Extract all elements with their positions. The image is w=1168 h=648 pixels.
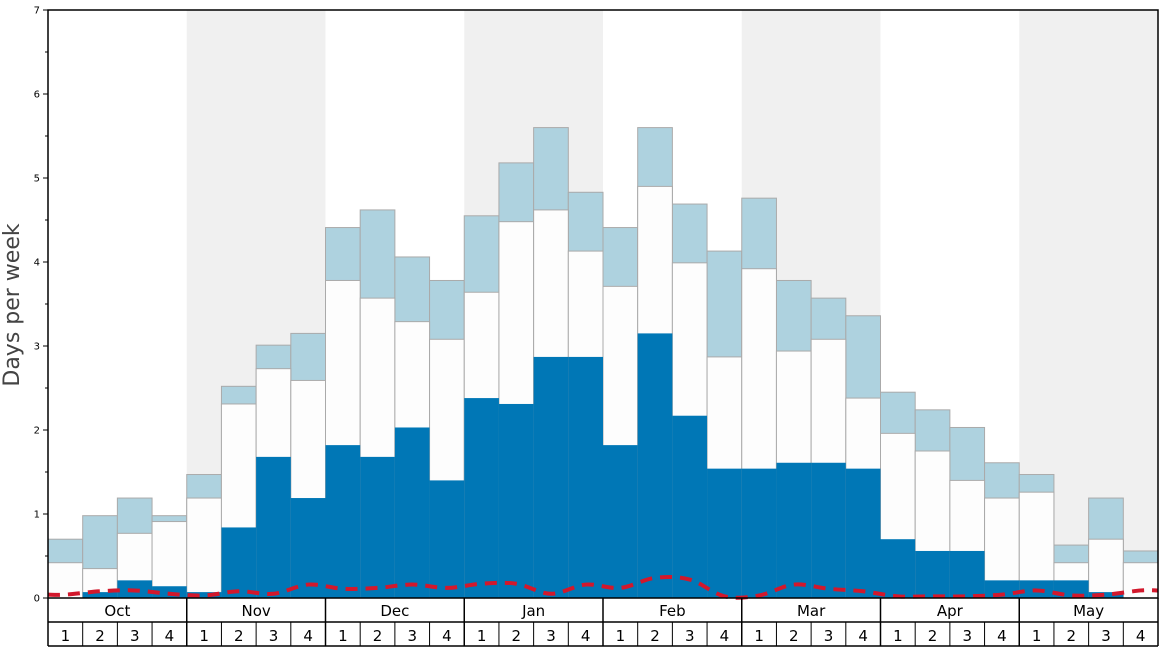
lower-bar-5 bbox=[186, 592, 222, 598]
lower-bar-20 bbox=[707, 468, 742, 598]
middle-bar-32 bbox=[1122, 562, 1159, 599]
week-label: 4 bbox=[165, 627, 175, 645]
lower-bar-7 bbox=[256, 456, 291, 598]
week-label: 4 bbox=[858, 627, 868, 645]
lower-bar-18 bbox=[637, 333, 673, 598]
week-label: 4 bbox=[442, 627, 452, 645]
lower-bar-21 bbox=[741, 468, 777, 598]
month-label-oct: Oct bbox=[104, 602, 130, 620]
bars bbox=[47, 127, 1159, 599]
week-label: 3 bbox=[962, 627, 972, 645]
lower-bar-25 bbox=[880, 539, 916, 598]
week-label: 3 bbox=[269, 627, 279, 645]
week-label: 2 bbox=[95, 627, 105, 645]
axes: 0 1 2 3 4 5 6 7 Oct Nov Dec Jan Feb Mar Apr May 1 2 3 4 1 2 3 4… bbox=[34, 6, 1159, 647]
week-label: 2 bbox=[234, 627, 244, 645]
week-label: 3 bbox=[824, 627, 834, 645]
month-label-dec: Dec bbox=[380, 602, 409, 620]
week-label: 1 bbox=[754, 627, 764, 645]
lower-bar-26 bbox=[915, 550, 950, 598]
lower-bar-31 bbox=[1088, 592, 1124, 598]
lower-bar-6 bbox=[221, 527, 257, 598]
lower-bar-16 bbox=[568, 356, 603, 598]
y-tick-label: 0 bbox=[34, 594, 40, 605]
y-tick-label: 4 bbox=[34, 258, 40, 269]
week-label: 1 bbox=[61, 627, 71, 645]
week-label: 1 bbox=[616, 627, 626, 645]
week-label: 4 bbox=[581, 627, 591, 645]
week-label: 2 bbox=[373, 627, 383, 645]
month-label-may: May bbox=[1073, 602, 1104, 620]
middle-bar-31 bbox=[1088, 538, 1124, 599]
month-label-mar: Mar bbox=[797, 602, 826, 620]
lower-bar-10 bbox=[360, 456, 395, 598]
lower-bar-11 bbox=[394, 427, 430, 598]
week-label: 4 bbox=[997, 627, 1007, 645]
week-label: 4 bbox=[1136, 627, 1146, 645]
middle-bar-4 bbox=[151, 521, 188, 599]
lower-bar-15 bbox=[533, 356, 569, 598]
month-label-jan: Jan bbox=[521, 602, 545, 620]
y-tick-label: 1 bbox=[34, 510, 40, 521]
week-label: 2 bbox=[650, 627, 660, 645]
lower-bar-14 bbox=[498, 403, 534, 598]
lower-bar-8 bbox=[290, 498, 326, 598]
lower-bar-9 bbox=[325, 445, 361, 598]
lower-bar-27 bbox=[949, 550, 985, 598]
week-label: 2 bbox=[512, 627, 522, 645]
y-tick-label: 3 bbox=[34, 342, 40, 353]
trend-line bbox=[47, 574, 1159, 600]
lower-bar-23 bbox=[811, 462, 846, 598]
week-label: 3 bbox=[1101, 627, 1111, 645]
week-label: 1 bbox=[893, 627, 903, 645]
lower-bar-24 bbox=[845, 468, 881, 598]
week-label: 1 bbox=[477, 627, 487, 645]
week-label: 2 bbox=[928, 627, 938, 645]
middle-bar-5 bbox=[186, 497, 222, 599]
week-label: 3 bbox=[130, 627, 140, 645]
y-tick-label: 6 bbox=[34, 90, 40, 101]
y-tick-label: 7 bbox=[34, 6, 40, 17]
week-label: 1 bbox=[199, 627, 209, 645]
week-label: 3 bbox=[546, 627, 556, 645]
month-label-nov: Nov bbox=[241, 602, 270, 620]
trend-line-layer bbox=[47, 574, 1159, 600]
week-label: 2 bbox=[1067, 627, 1077, 645]
month-label-apr: Apr bbox=[937, 602, 964, 620]
y-tick-label: 5 bbox=[34, 174, 40, 185]
y-axis-label: Days per week bbox=[0, 223, 25, 386]
lower-bar-22 bbox=[776, 462, 812, 598]
week-label: 4 bbox=[720, 627, 730, 645]
lower-bar-2 bbox=[82, 592, 118, 598]
week-label: 3 bbox=[407, 627, 417, 645]
lower-bar-17 bbox=[603, 445, 638, 598]
week-label: 2 bbox=[789, 627, 799, 645]
week-label: 1 bbox=[1032, 627, 1042, 645]
month-label-feb: Feb bbox=[659, 602, 686, 620]
y-tick-label: 2 bbox=[34, 426, 40, 437]
lower-bar-12 bbox=[429, 480, 465, 598]
lower-bar-13 bbox=[464, 398, 499, 598]
week-label: 3 bbox=[685, 627, 695, 645]
week-label: 1 bbox=[338, 627, 348, 645]
lower-bar-19 bbox=[672, 415, 708, 598]
week-label: 4 bbox=[303, 627, 313, 645]
